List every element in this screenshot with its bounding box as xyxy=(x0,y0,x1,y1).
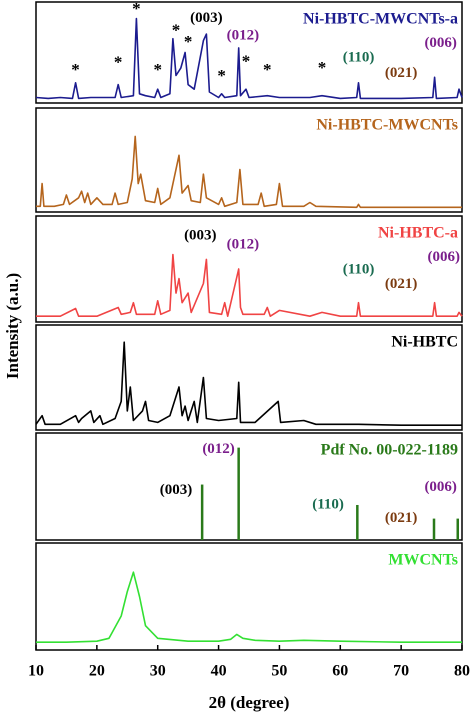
xrd-pattern xyxy=(36,571,462,643)
x-tick-label: 80 xyxy=(454,663,470,680)
peak-annotation: (110) xyxy=(343,261,375,277)
peak-annotation: (021) xyxy=(385,510,418,526)
peak-annotation: (003) xyxy=(160,482,193,498)
xrd-pattern xyxy=(36,135,462,209)
peak-annotation: (003) xyxy=(190,10,223,26)
panel-frame xyxy=(35,107,463,213)
peak-annotation: (003) xyxy=(184,228,217,244)
peak-annotation: (110) xyxy=(312,496,344,512)
x-tick-label: 30 xyxy=(150,663,166,680)
peak-annotation: (012) xyxy=(227,27,260,43)
panel-label: MWCNTs xyxy=(388,552,458,569)
peak-annotation: (012) xyxy=(202,441,235,457)
peak-annotation: * xyxy=(318,58,327,77)
peak-annotation: (006) xyxy=(424,479,457,495)
xrd-pattern xyxy=(35,341,462,426)
peak-annotation: (012) xyxy=(227,236,260,252)
peak-annotation: (021) xyxy=(385,65,418,81)
x-tick-label: 40 xyxy=(211,663,227,680)
xrd-pattern xyxy=(35,17,463,100)
panel-label: Ni-HBTC-MWCNTs xyxy=(316,117,458,134)
x-tick-label: 60 xyxy=(332,663,348,680)
peak-annotation: * xyxy=(263,60,272,79)
peak-annotation: * xyxy=(114,52,123,71)
peak-annotation: (006) xyxy=(427,249,460,265)
peak-annotation: * xyxy=(132,0,141,18)
peak-annotation: * xyxy=(153,60,162,79)
x-axis-label: 2θ (degree) xyxy=(209,693,290,712)
peak-annotation: * xyxy=(217,66,226,85)
panel-frame xyxy=(35,542,463,651)
peak-annotation: * xyxy=(172,20,181,39)
peak-annotation: (021) xyxy=(385,276,418,292)
panel-label: Ni-HBTC xyxy=(391,334,458,351)
peak-annotation: * xyxy=(71,60,80,79)
panel-label: Ni-HBTC-a xyxy=(378,225,458,242)
panel-label: Pdf No. 00-022-1189 xyxy=(321,442,458,459)
peak-annotation: (110) xyxy=(343,49,375,65)
peak-annotation: * xyxy=(242,52,251,71)
y-axis-label: Intensity (a.u.) xyxy=(3,273,22,379)
xrd-pattern xyxy=(36,253,463,317)
panel-frame xyxy=(35,1,463,104)
x-tick-label: 50 xyxy=(271,663,287,680)
x-tick-label: 10 xyxy=(28,663,44,680)
panel-frame xyxy=(35,215,463,323)
x-tick-label: 20 xyxy=(89,663,105,680)
peak-annotation: * xyxy=(184,32,193,51)
panel-label: Ni-HBTC-MWCNTs-a xyxy=(303,11,458,28)
peak-annotation: (006) xyxy=(424,35,457,51)
panel-frame xyxy=(35,432,463,541)
panel-frame xyxy=(35,324,463,431)
x-tick-label: 70 xyxy=(393,663,409,680)
